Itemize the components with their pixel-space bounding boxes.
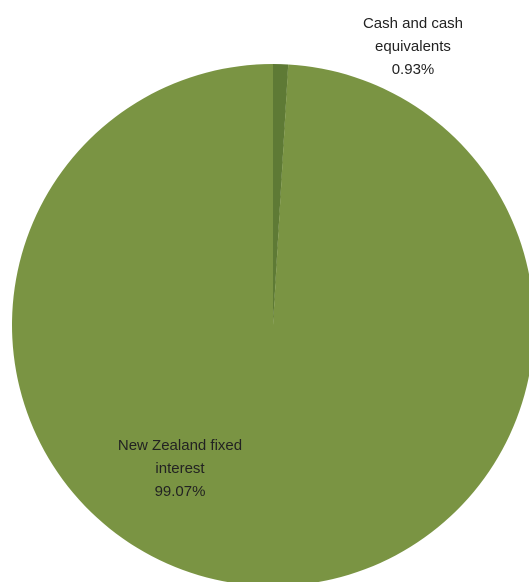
pie-slices: [12, 64, 529, 582]
pie-slice-1: [273, 64, 289, 325]
slice-1-label-line-2: equivalents: [375, 38, 451, 55]
slice-2-label-line-2: interest: [155, 460, 205, 477]
slice-1-value-label: 0.93%: [392, 61, 435, 78]
slice-2-label-line-1: New Zealand fixed: [118, 437, 242, 454]
slice-2-value-label: 99.07%: [155, 483, 206, 500]
pie-slice-2: [12, 64, 529, 582]
pie-labels: Cash and cash equivalents 0.93% New Zealand…: [118, 15, 463, 500]
slice-1-label-line-1: Cash and cash: [363, 15, 463, 32]
